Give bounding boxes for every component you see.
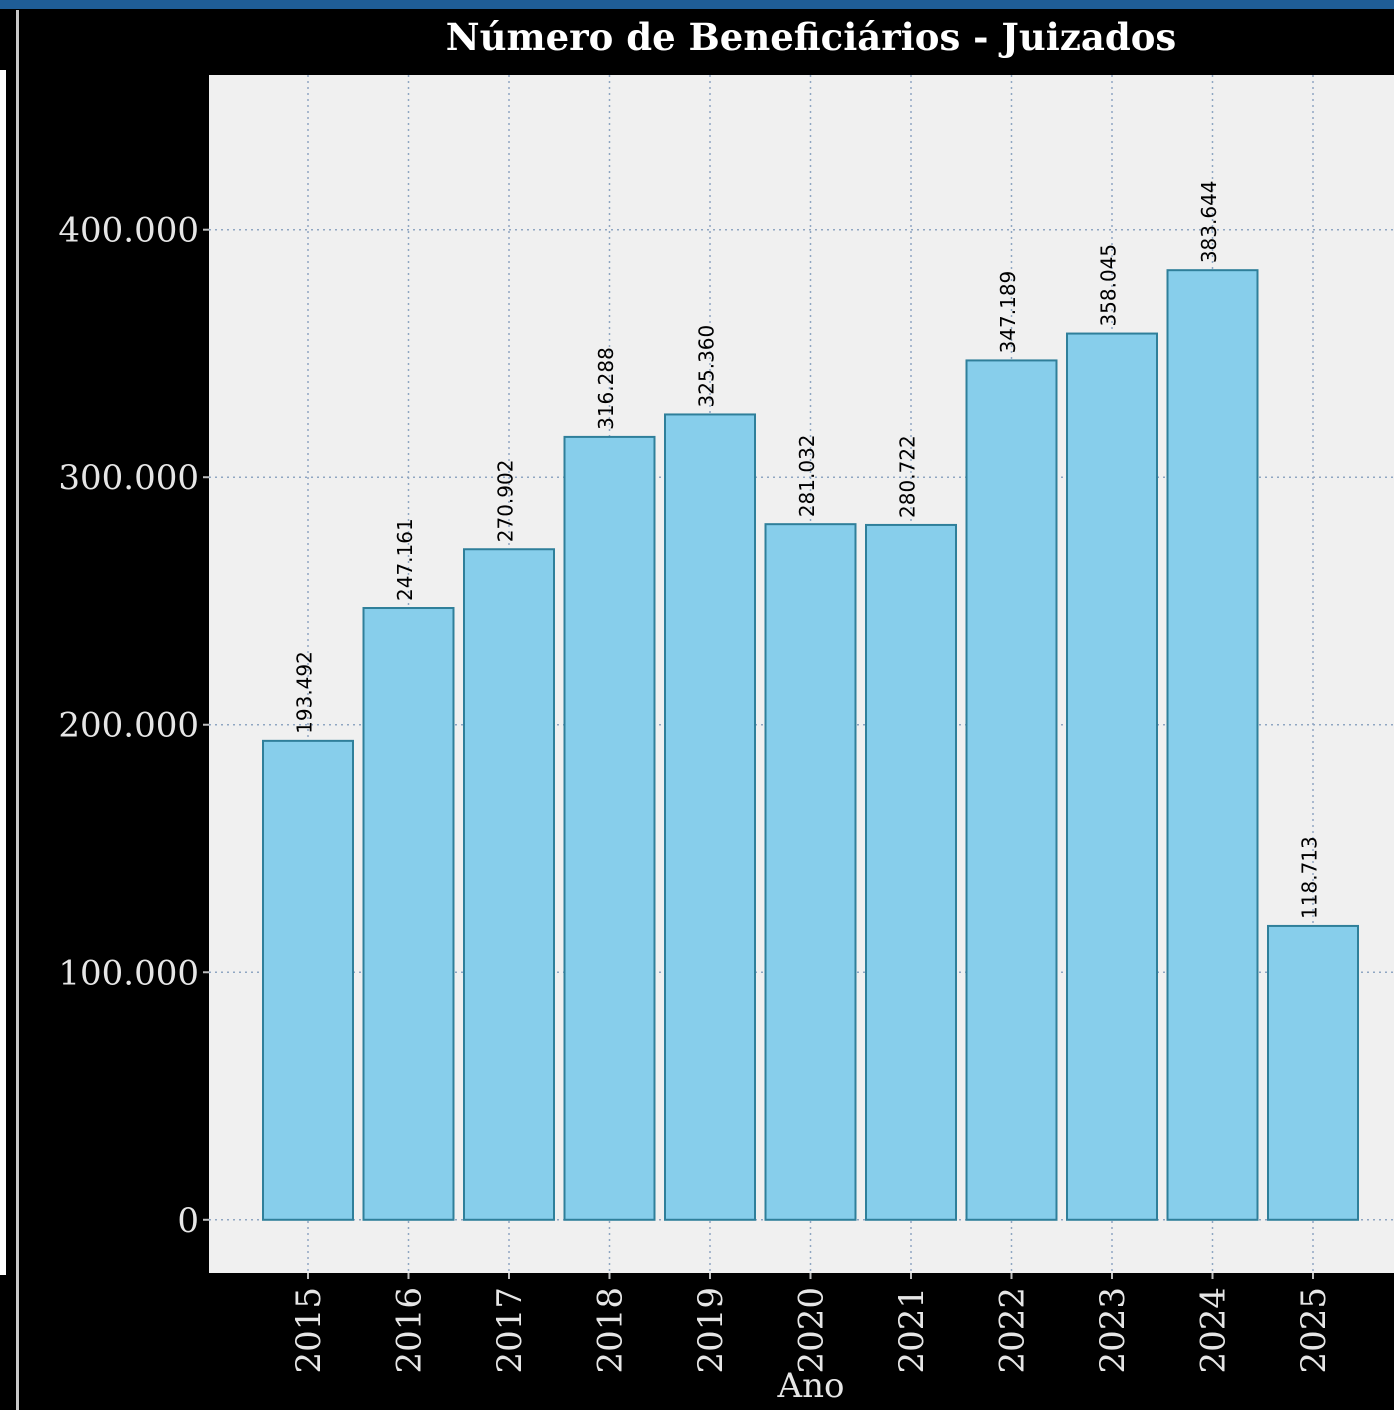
- x-tick-label: 2020: [792, 1287, 832, 1374]
- bar-2018: [563, 435, 656, 1221]
- bar-value-label: 118.713: [1298, 836, 1322, 919]
- bar-value-label: 280.722: [896, 435, 920, 518]
- x-tick-label: 2015: [289, 1287, 329, 1374]
- bar-value-label: 347.189: [996, 271, 1020, 354]
- chart-title: Número de Beneficiários - Juizados: [446, 15, 1176, 59]
- bar-value-labels: 193.492 247.161 270.902 316.288 325.360 281.0…: [293, 180, 1322, 918]
- bar-2022: [965, 359, 1058, 1221]
- x-tick-label: 2025: [1294, 1287, 1334, 1374]
- bar-value-label: 247.161: [393, 518, 417, 601]
- bar-2020: [764, 523, 857, 1221]
- x-tick-label: 2022: [993, 1287, 1033, 1374]
- x-tick-label: 2024: [1194, 1287, 1234, 1374]
- bar-2024: [1166, 269, 1259, 1221]
- x-axis-title: Ano: [777, 1366, 845, 1406]
- bar-value-label: 383.644: [1197, 180, 1221, 263]
- bar-value-label: 270.902: [494, 460, 518, 543]
- y-tick-label: 400.000: [58, 211, 199, 251]
- bar-value-label: 193.492: [293, 651, 317, 734]
- bar-value-label: 358.045: [1097, 244, 1121, 327]
- y-axis: 0 100.000 200.000 300.000 400.000: [58, 211, 209, 1241]
- panel-divider: [16, 10, 19, 1410]
- bar-2015: [262, 739, 354, 1221]
- y-tick-label: 100.000: [58, 953, 199, 993]
- y-tick-label: 200.000: [58, 706, 199, 746]
- bar-2025: [1267, 924, 1359, 1221]
- bars: [262, 269, 1359, 1221]
- x-tick-label: 2019: [691, 1287, 731, 1374]
- grid-lines: [209, 75, 1394, 1273]
- bar-value-label: 281.032: [795, 434, 819, 517]
- side-panel-edge: [0, 70, 6, 1275]
- bar-2017: [463, 548, 555, 1221]
- bar-2016: [362, 607, 455, 1221]
- x-tick-label: 2021: [892, 1287, 932, 1374]
- y-tick-label: 0: [177, 1201, 199, 1241]
- x-tick-label: 2018: [591, 1287, 631, 1374]
- x-tick-label: 2016: [390, 1287, 430, 1374]
- window-header-strip: [0, 0, 1394, 9]
- bar-value-label: 325.360: [695, 325, 719, 408]
- y-tick-label: 300.000: [58, 458, 199, 498]
- x-axis: 2015 2016 2017 2018 2019 2020 2021 2022 2023 2024…: [289, 1273, 1334, 1374]
- bar-2021: [865, 523, 957, 1221]
- bar-value-label: 316.288: [594, 347, 618, 430]
- bar-2019: [664, 413, 756, 1221]
- x-tick-label: 2017: [490, 1287, 530, 1374]
- bar-2023: [1066, 332, 1158, 1221]
- x-tick-label: 2023: [1093, 1287, 1133, 1374]
